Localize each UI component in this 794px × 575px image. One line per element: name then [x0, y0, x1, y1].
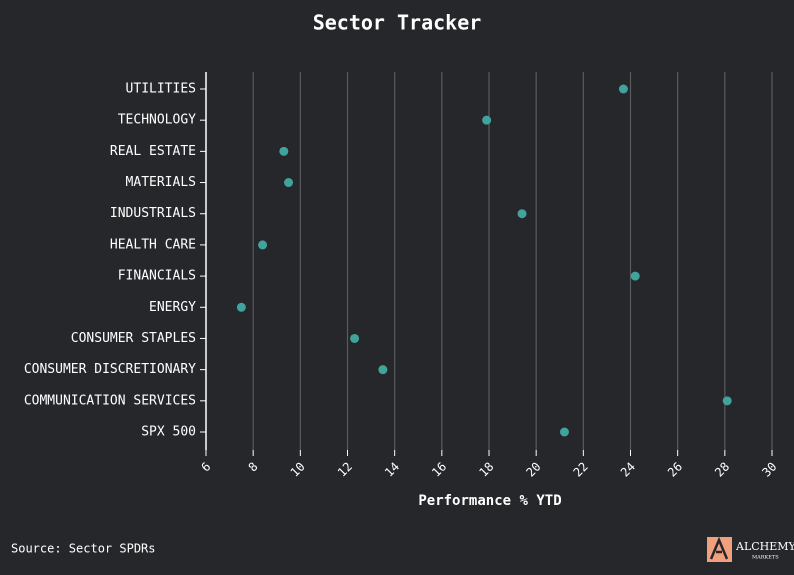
dot — [350, 333, 360, 343]
dot — [630, 271, 640, 281]
y-tick-label: REAL ESTATE — [110, 144, 196, 159]
y-tick-label: MATERIALS — [126, 175, 196, 190]
y-tick-label: CONSUMER STAPLES — [71, 331, 196, 346]
dot — [618, 84, 628, 94]
source: Source: Sector SPDRs — [11, 542, 156, 556]
y-tick-label: INDUSTRIALS — [110, 206, 196, 221]
dot — [559, 427, 569, 437]
logo-text: ALCHEMY — [735, 540, 794, 553]
y-tick-label: HEALTH CARE — [110, 237, 196, 252]
dot — [284, 178, 294, 188]
y-tick-label: TECHNOLOGY — [118, 113, 196, 128]
logo: ALCHEMY MARKETS — [707, 536, 794, 562]
logo-glyph — [709, 536, 729, 560]
y-tick-label: UTILITIES — [126, 82, 196, 97]
x-axis-label: Performance % YTD — [418, 493, 561, 509]
dot — [258, 240, 268, 250]
logo-subtext: MARKETS — [752, 555, 779, 561]
chart-title: Sector Tracker — [313, 11, 482, 35]
dot — [517, 209, 527, 219]
dot — [482, 115, 492, 125]
y-tick-label: SPX 500 — [141, 425, 196, 440]
y-tick-label: COMMUNICATION SERVICES — [24, 393, 196, 408]
dot — [279, 146, 289, 156]
y-tick-label: ENERGY — [149, 300, 196, 315]
y-tick-label: FINANCIALS — [118, 269, 196, 284]
dot — [236, 302, 246, 312]
y-tick-label: CONSUMER DISCRETIONARY — [24, 362, 196, 377]
dot — [722, 396, 732, 406]
dot — [378, 365, 388, 375]
